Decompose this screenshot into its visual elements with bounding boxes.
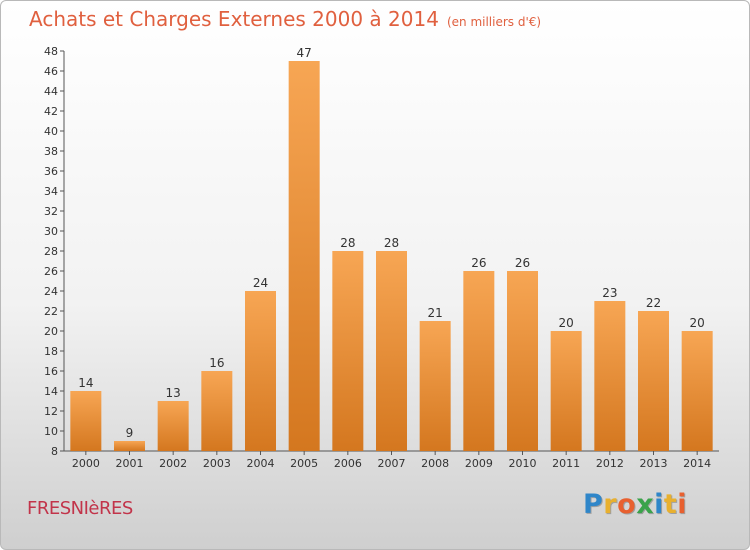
x-tick-label: 2011 (552, 457, 580, 470)
y-tick-label: 30 (44, 225, 58, 238)
chart-title-text: Achats et Charges Externes 2000 à 2014 (29, 7, 439, 31)
bar (594, 301, 626, 451)
y-tick-label: 18 (44, 345, 58, 358)
bar-value-label: 26 (471, 256, 486, 270)
x-tick-label: 2003 (203, 457, 231, 470)
x-tick-label: 2004 (247, 457, 275, 470)
logo-letter: i (654, 489, 664, 520)
commune-name: FRESNIèRES (27, 498, 133, 519)
y-tick-label: 24 (44, 285, 58, 298)
bar (507, 271, 538, 451)
x-tick-label: 2005 (290, 457, 318, 470)
bar (288, 61, 320, 451)
y-tick-label: 44 (44, 85, 58, 98)
bar-value-label: 13 (166, 386, 181, 400)
bar-value-label: 21 (428, 306, 443, 320)
y-tick-label: 26 (44, 265, 58, 278)
chart-title: Achats et Charges Externes 2000 à 2014 (e… (29, 7, 541, 31)
y-tick-label: 42 (44, 105, 58, 118)
bar-value-label: 22 (646, 296, 661, 310)
bar-value-label: 24 (253, 276, 268, 290)
chart-unit-note: (en milliers d'€) (446, 15, 542, 29)
x-tick-label: 2001 (116, 457, 144, 470)
bar (245, 291, 276, 451)
bar (201, 371, 233, 451)
x-tick-label: 2013 (640, 457, 668, 470)
logo-letter: o (617, 489, 637, 520)
chart-axes: 8 10 12 14 16 18 20 22 24 26 28 30 32 34 36 38 40 42 44 46 4… (44, 45, 719, 470)
y-tick-label: 16 (44, 365, 58, 378)
bar (70, 391, 102, 451)
bar-value-label: 16 (209, 356, 224, 370)
logo-letter: t (663, 489, 678, 520)
bar (638, 311, 669, 451)
bar-value-label: 14 (78, 376, 93, 390)
y-tick-label: 46 (44, 65, 58, 78)
y-tick-label: 36 (44, 165, 58, 178)
x-tick-label: 2008 (421, 457, 449, 470)
y-tick-label: 38 (44, 145, 58, 158)
logo-letter: r (603, 489, 618, 520)
logo-letter: i (677, 489, 688, 520)
bar-value-label: 28 (340, 236, 355, 250)
y-tick-label: 20 (44, 325, 58, 338)
x-tick-label: 2009 (465, 457, 493, 470)
bar (376, 251, 407, 451)
x-tick-label: 2007 (378, 457, 406, 470)
proxiti-logo: Proxiti (583, 489, 687, 520)
bar-value-label: 47 (297, 46, 312, 60)
y-tick-label: 32 (44, 205, 58, 218)
logo-letter: x (636, 489, 655, 520)
y-tick-label: 10 (44, 425, 58, 438)
bar-value-label: 20 (690, 316, 705, 330)
y-tick-label: 14 (44, 385, 58, 398)
bar (419, 321, 451, 451)
x-tick-label: 2006 (334, 457, 362, 470)
y-tick-label: 8 (51, 445, 58, 458)
y-tick-label: 40 (44, 125, 58, 138)
y-tick-label: 34 (44, 185, 58, 198)
bar (550, 331, 582, 451)
bar-value-label: 26 (515, 256, 530, 270)
bar-value-label: 9 (126, 426, 134, 440)
y-tick-label: 22 (44, 305, 58, 318)
bar (681, 331, 713, 451)
bar (157, 401, 189, 451)
bar-value-label: 28 (384, 236, 399, 250)
x-tick-label: 2002 (159, 457, 187, 470)
bar (463, 271, 495, 451)
y-tick-label: 48 (44, 45, 58, 58)
x-tick-label: 2000 (72, 457, 100, 470)
bar (332, 251, 364, 451)
logo-letter: P (583, 489, 604, 520)
y-tick-label: 28 (44, 245, 58, 258)
x-tick-label: 2014 (683, 457, 711, 470)
x-tick-label: 2012 (596, 457, 624, 470)
bar-value-label: 20 (559, 316, 574, 330)
x-tick-label: 2010 (509, 457, 537, 470)
y-tick-label: 12 (44, 405, 58, 418)
bar-value-label: 23 (602, 286, 617, 300)
chart-bars: 14 9 13 16 24 47 28 28 21 26 26 20 23 22 20 (70, 46, 713, 451)
bar (114, 441, 145, 451)
